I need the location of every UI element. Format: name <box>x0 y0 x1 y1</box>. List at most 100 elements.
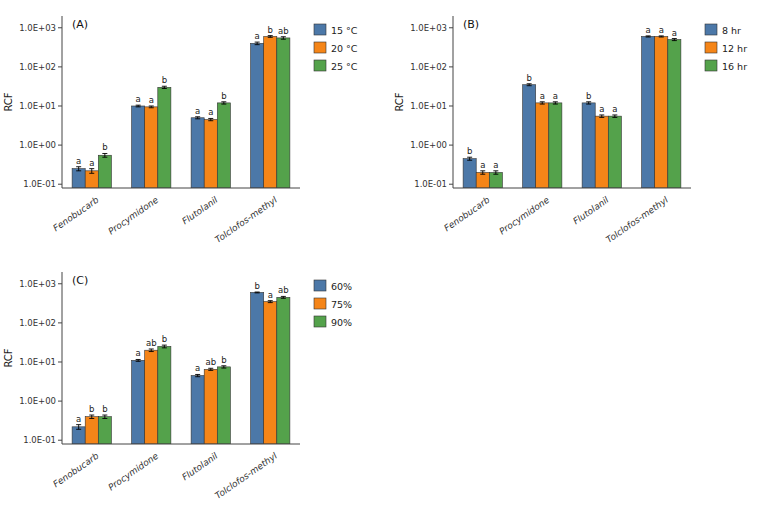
error-cap <box>268 300 273 301</box>
error-bar <box>255 292 260 294</box>
legend-label: 75% <box>331 299 352 310</box>
error-cap <box>612 114 617 115</box>
x-tick-label: Procymidone <box>497 194 551 236</box>
bar <box>264 302 277 444</box>
error-cap <box>102 153 107 154</box>
x-axis <box>62 188 300 189</box>
error-cap <box>221 365 226 366</box>
error-cap <box>102 157 107 158</box>
error-cap <box>221 101 226 102</box>
x-tick-label: Fenobucarb <box>51 451 101 490</box>
error-stem <box>78 167 79 171</box>
x-tick-label: Tolclofos-methyl <box>604 194 670 245</box>
error-cap <box>195 118 200 119</box>
error-cap <box>281 36 286 37</box>
error-stem <box>482 171 483 174</box>
legend-label: 90% <box>331 317 352 328</box>
y-tick-label: 1.0E+01 <box>410 101 447 111</box>
error-bar <box>102 415 107 418</box>
legend-swatch <box>314 42 326 53</box>
y-tick <box>58 184 62 185</box>
error-bar <box>221 366 226 368</box>
bar <box>85 171 98 188</box>
bar <box>642 36 655 188</box>
significance-label: a <box>646 25 651 35</box>
error-bar <box>162 345 167 348</box>
error-cap <box>102 418 107 419</box>
bar <box>72 427 85 444</box>
significance-label: a <box>195 106 200 116</box>
y-tick <box>449 66 453 67</box>
error-cap <box>659 35 664 36</box>
error-cap <box>281 39 286 40</box>
y-tick-label: 1.0E+01 <box>19 357 56 367</box>
significance-label: b <box>268 25 273 35</box>
significance-label: a <box>136 348 141 358</box>
y-tick-label: 1.0E-01 <box>23 435 56 445</box>
error-cap <box>162 86 167 87</box>
error-cap <box>136 361 141 362</box>
significance-label: a <box>672 28 677 38</box>
error-cap <box>612 117 617 118</box>
error-cap <box>149 348 154 349</box>
error-cap <box>553 101 558 102</box>
y-tick <box>449 27 453 28</box>
y-tick <box>58 401 62 402</box>
y-tick <box>449 145 453 146</box>
error-stem <box>91 169 92 174</box>
error-cap <box>149 107 154 108</box>
significance-label: b <box>102 404 107 414</box>
bar <box>217 367 230 444</box>
y-tick <box>58 66 62 67</box>
error-cap <box>76 424 81 425</box>
significance-label: a <box>136 94 141 104</box>
legend: 8 hr12 hr16 hr <box>705 24 747 72</box>
error-cap <box>162 347 167 348</box>
error-cap <box>255 44 260 45</box>
error-cap <box>586 101 591 102</box>
bar <box>132 106 145 188</box>
panel: aaabbabababbbab1.0E-011.0E+001.0E+011.0E… <box>3 272 352 501</box>
error-cap <box>162 345 167 346</box>
y-tick <box>449 184 453 185</box>
error-bar <box>76 425 81 430</box>
error-cap <box>268 37 273 38</box>
significance-label: a <box>540 91 545 101</box>
significance-label: a <box>480 160 485 170</box>
bar <box>145 350 158 444</box>
marks <box>72 36 290 188</box>
error-cap <box>540 104 545 105</box>
error-stem <box>104 153 105 157</box>
error-bar <box>540 102 545 104</box>
legend-label: 60% <box>331 281 352 292</box>
significance-label: a <box>612 104 617 114</box>
significance-label: ab <box>205 357 216 367</box>
error-bar <box>612 115 617 117</box>
y-tick <box>58 145 62 146</box>
significance-label: a <box>599 104 604 114</box>
error-cap <box>208 368 213 369</box>
x-tick-label: Flutolanil <box>180 194 220 226</box>
error-cap <box>208 118 213 119</box>
error-cap <box>195 374 200 375</box>
y-tick <box>58 283 62 284</box>
legend: 60% 75% 90% <box>314 280 352 328</box>
error-cap <box>89 415 94 416</box>
y-tick-label: 1.0E+02 <box>19 62 56 72</box>
error-bar <box>136 105 141 107</box>
y-tick-label: 1.0E-01 <box>23 179 56 189</box>
significance-label: a <box>149 95 154 105</box>
error-cap <box>89 173 94 174</box>
error-bar <box>467 157 472 160</box>
error-cap <box>480 174 485 175</box>
error-bar <box>221 102 226 104</box>
significance-label: a <box>493 160 498 170</box>
y-tick-label: 1.0E-01 <box>414 179 447 189</box>
error-cap <box>221 104 226 105</box>
error-cap <box>540 101 545 102</box>
error-bar <box>281 37 286 39</box>
legend-swatch <box>314 316 326 327</box>
error-bar <box>136 359 141 361</box>
x-tick-label: Procymidone <box>106 194 160 236</box>
significance-label: a <box>208 107 213 117</box>
